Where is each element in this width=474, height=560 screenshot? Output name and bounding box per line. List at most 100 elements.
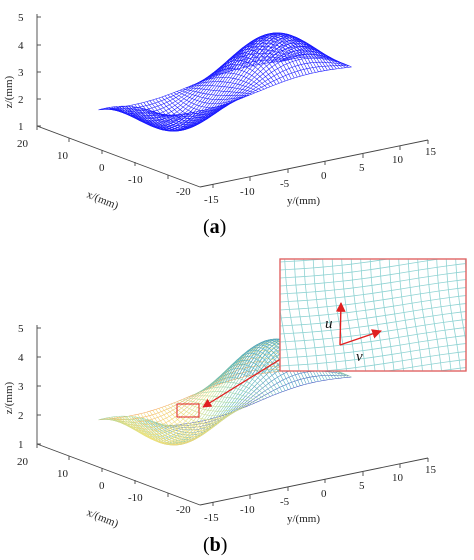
y-tick-label: -10 <box>240 504 255 516</box>
inset-mesh-line <box>322 259 338 371</box>
surface-grid-line <box>212 360 280 394</box>
inset-mesh-line <box>436 259 452 371</box>
panel-a-x-ticks: 20 10 0 -10 -20 <box>17 138 191 198</box>
y-tick-label: 10 <box>392 472 404 484</box>
surface-grid-line <box>101 418 168 427</box>
y-tick-label: -15 <box>204 194 219 206</box>
inset-mesh-line <box>417 259 433 371</box>
surface-grid-line <box>251 33 319 72</box>
inset-mesh-line <box>312 259 328 371</box>
x-tick-label: -20 <box>176 186 191 198</box>
u-vector-label: u <box>325 316 333 332</box>
surface-grid-line <box>261 37 328 71</box>
inset-mesh-line <box>280 287 466 311</box>
panel-a: 1 2 3 4 5 20 10 0 -10 -20 -15 -10 -5 0 5… <box>3 12 437 238</box>
surface-grid-line <box>146 101 214 131</box>
surface-grid-line <box>143 102 211 131</box>
x-tick-label: 20 <box>17 138 29 150</box>
y-tick-label: 0 <box>321 488 327 500</box>
y-tick-label: -10 <box>240 186 255 198</box>
surface-grid-line <box>146 411 214 445</box>
x-tick-label: 10 <box>57 150 69 162</box>
inset-zoom: u v <box>279 214 474 398</box>
inset-mesh-line <box>385 359 466 371</box>
surface-grid-line <box>282 54 349 68</box>
panel-b-x-ticks: 20 10 0 -10 -20 <box>17 456 191 516</box>
z-tick-label: 2 <box>18 94 24 106</box>
surface-grid-line <box>167 405 235 428</box>
inset-mesh-line <box>280 214 474 238</box>
inset-mesh-line <box>360 259 376 371</box>
y-tick-label: 5 <box>359 162 365 174</box>
surface-grid-line <box>143 412 211 445</box>
surface-grid-line <box>140 413 208 446</box>
inset-mesh-line <box>280 311 466 335</box>
z-tick-label: 5 <box>18 12 24 24</box>
surface-grid-line <box>248 32 316 73</box>
surface-grid-line <box>152 99 220 128</box>
z-tick-label: 3 <box>18 381 24 393</box>
surface-grid-line <box>188 85 256 94</box>
panel-b-y-ticks: -15 -10 -5 0 5 10 15 <box>204 464 437 524</box>
surface-grid-line <box>185 87 253 95</box>
surface-grid-line <box>212 52 280 84</box>
surface-grid-line <box>258 35 325 71</box>
inset-mesh-line <box>407 259 423 371</box>
panel-b: 1 2 3 4 5 20 10 0 -10 -20 -15 -10 -5 0 5… <box>3 214 474 556</box>
inset-mesh-line <box>455 259 466 345</box>
zoom-region-box <box>176 403 200 418</box>
surface-grid-line <box>230 36 298 78</box>
surface-grid-line <box>221 349 289 390</box>
surface-grid-line <box>285 56 352 68</box>
inset-mesh-line <box>426 259 442 371</box>
y-tick-label: -5 <box>280 496 290 508</box>
y-tick-label: 15 <box>425 146 437 158</box>
inset-mesh-line <box>280 230 474 254</box>
inset-mesh-line <box>341 259 357 371</box>
surface-grid-line <box>101 108 168 117</box>
inset-mesh-line <box>280 306 290 371</box>
surface-grid-line <box>116 417 183 436</box>
x-tick-label: -10 <box>128 174 143 186</box>
inset-mesh-line <box>280 374 474 398</box>
inset-mesh-line <box>445 259 461 371</box>
surface-grid-line <box>170 93 238 112</box>
surface-grid-line <box>164 95 232 118</box>
inset-mesh-line <box>280 343 466 367</box>
surface-grid-line <box>122 106 189 127</box>
y-tick-label: 5 <box>359 480 365 492</box>
inset-mesh-line <box>436 367 466 371</box>
inset-mesh-line <box>388 259 404 371</box>
z-axis-label: z/(mm) <box>3 75 15 108</box>
x-tick-label: 10 <box>57 468 69 480</box>
y-tick-label: -5 <box>280 178 290 190</box>
inset-mesh-line <box>293 259 309 371</box>
surface-a <box>98 32 352 132</box>
inset-mesh-line <box>280 295 466 319</box>
surface-grid-line <box>98 105 165 117</box>
surface-grid-line <box>176 91 244 104</box>
panel-b-z-ticks: 1 2 3 4 5 <box>18 323 24 451</box>
u-vector-arrow <box>335 302 346 346</box>
panel-a-z-ticks: 1 2 3 4 5 <box>18 12 24 133</box>
y-tick-label: 15 <box>425 464 437 476</box>
surface-grid-line <box>173 92 241 108</box>
z-tick-label: 4 <box>18 40 24 52</box>
surface-grid-line <box>149 100 217 130</box>
inset-mesh-line <box>331 259 347 371</box>
y-axis-label: y/(mm) <box>287 513 320 525</box>
surface-grid-line <box>191 81 259 92</box>
x-axis-label: x/(mm) <box>85 189 120 213</box>
y-axis-label: y/(mm) <box>287 195 320 207</box>
surface-grid-line <box>116 107 183 123</box>
surface-grid-line <box>119 417 186 438</box>
z-tick-label: 4 <box>18 352 24 364</box>
inset-mesh-line <box>280 279 466 303</box>
surface-grid-line <box>188 395 256 404</box>
surface-grid-line <box>221 43 289 81</box>
surface-grid-line <box>119 106 186 125</box>
y-tick-label: 10 <box>392 154 404 166</box>
x-tick-label: 0 <box>99 162 105 174</box>
surface-grid-line <box>182 88 249 96</box>
